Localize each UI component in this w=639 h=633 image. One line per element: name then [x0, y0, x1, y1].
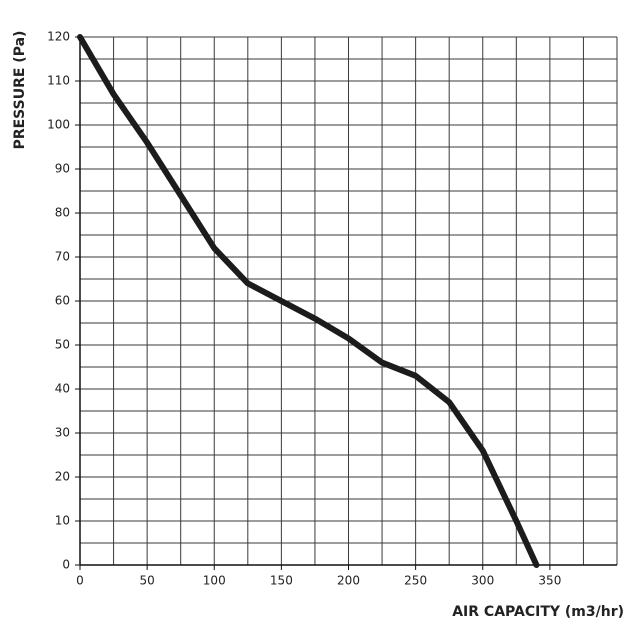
y-tick-label: 70 [55, 250, 70, 264]
x-tick-label: 200 [337, 574, 360, 588]
x-tick-label: 300 [471, 574, 494, 588]
y-tick-label: 40 [55, 382, 70, 396]
x-tick-label: 50 [139, 574, 154, 588]
y-tick-label: 60 [55, 294, 70, 308]
y-tick-label: 100 [47, 118, 70, 132]
y-tick-label: 20 [55, 470, 70, 484]
x-tick-label: 350 [538, 574, 561, 588]
x-tick-label: 250 [404, 574, 427, 588]
y-tick-label: 10 [55, 514, 70, 528]
x-tick-label: 150 [270, 574, 293, 588]
y-tick-label: 50 [55, 338, 70, 352]
x-tick-label: 0 [76, 574, 84, 588]
y-tick-label: 0 [62, 558, 70, 572]
y-tick-label: 110 [47, 74, 70, 88]
y-tick-label: 90 [55, 162, 70, 176]
y-tick-label: 80 [55, 206, 70, 220]
y-axis-title: PRESSURE (Pa) [12, 31, 28, 150]
line-series [77, 34, 540, 568]
y-tick-label: 120 [47, 30, 70, 44]
x-axis-title: AIR CAPACITY (m3/hr) [452, 604, 624, 620]
x-tick-label: 100 [203, 574, 226, 588]
y-tick-label: 30 [55, 426, 70, 440]
